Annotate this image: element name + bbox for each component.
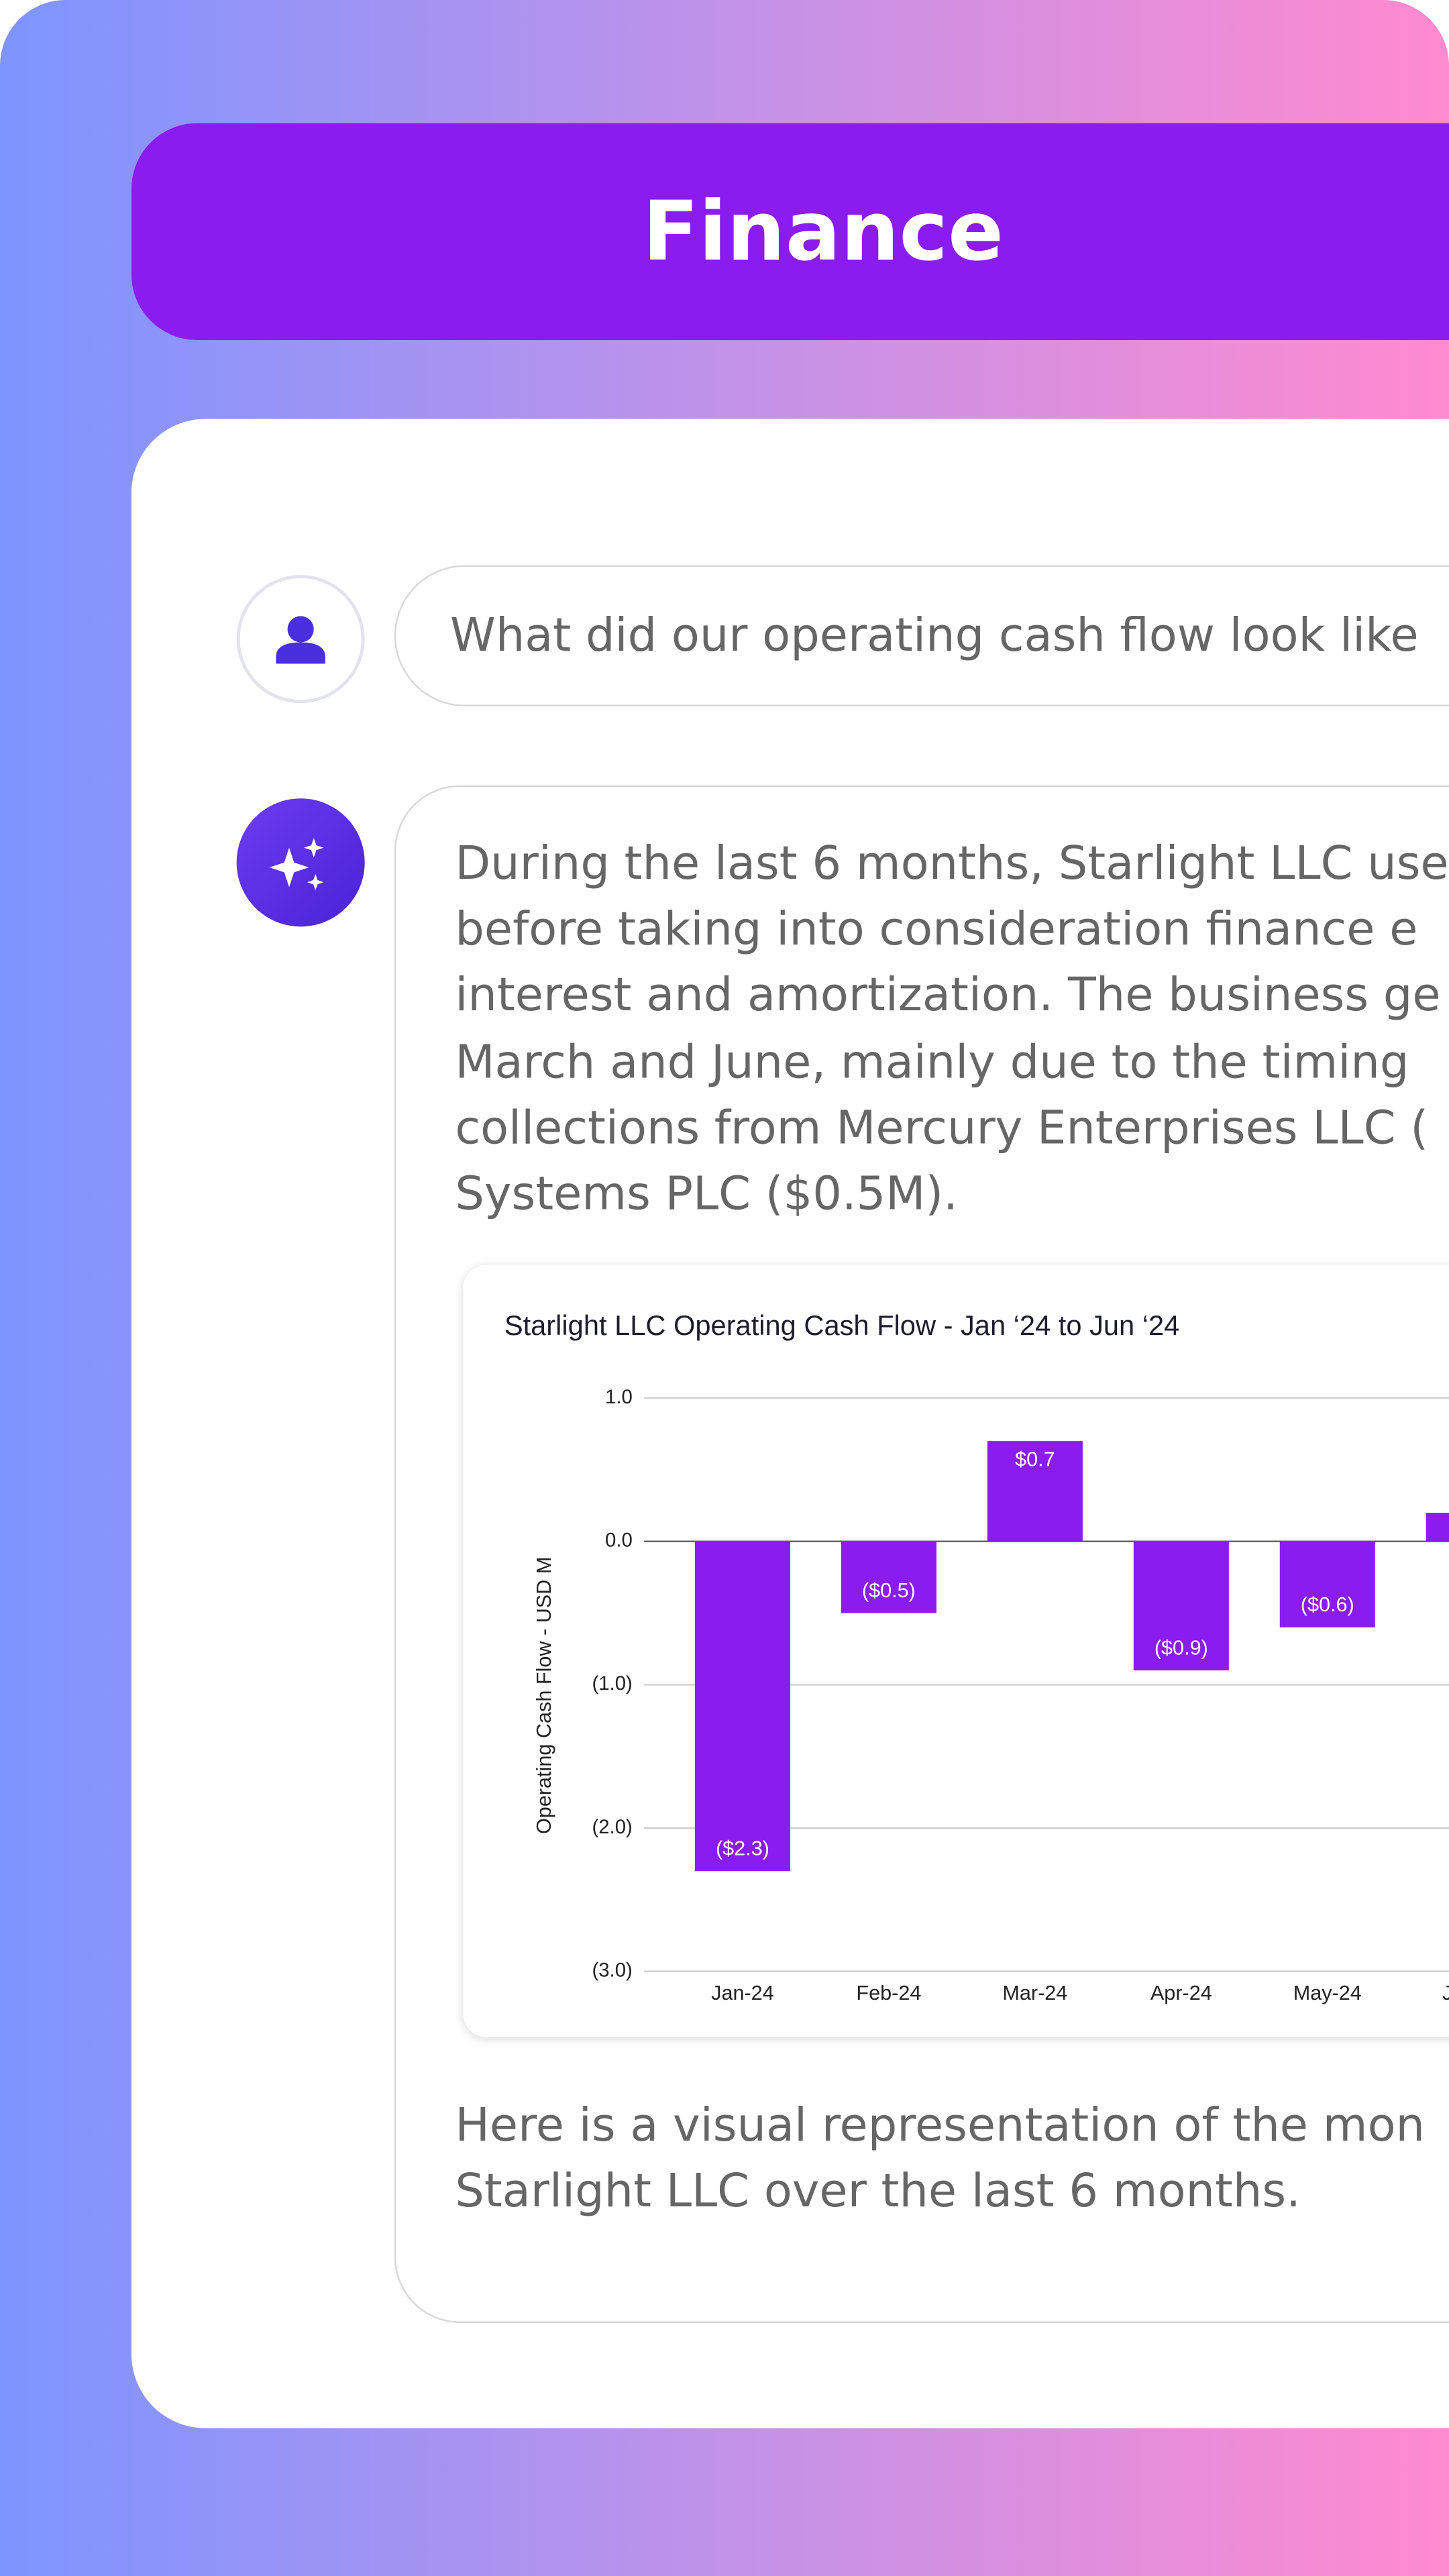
bar [841, 1541, 936, 1613]
text-line: Starlight LLC over the last 6 months. [455, 2163, 1301, 2218]
user-message-bubble [394, 565, 1449, 707]
data-label: ($0.5) [862, 1579, 916, 1602]
text-line: interest and amortization. The business … [455, 968, 1441, 1023]
x-tick-label: May-24 [1293, 1982, 1362, 2004]
y-axis-label: Operating Cash Flow - USD M [533, 1557, 555, 1834]
text-line: collections from Mercury Enterprises LLC… [455, 1100, 1429, 1155]
text-line: before taking into consideration finance… [455, 902, 1418, 957]
data-label: ($0.6) [1301, 1593, 1354, 1616]
x-tick-label: Feb-24 [856, 1982, 921, 2004]
x-tick-label: Jun-24 [1442, 1982, 1449, 2004]
bar [1133, 1541, 1229, 1671]
bar [694, 1541, 790, 1872]
header-title: Finance [642, 184, 1004, 280]
assistant-avatar [236, 798, 365, 927]
chart-card [463, 1265, 1449, 2037]
x-tick-label: Jan-24 [711, 1982, 774, 2004]
chart-title: Starlight LLC Operating Cash Flow - Jan … [504, 1309, 1179, 1341]
data-label: ($2.3) [716, 1837, 769, 1860]
text-line: During the last 6 months, Starlight LLC … [455, 836, 1449, 891]
bar [1426, 1513, 1449, 1542]
text-line: Here is a visual representation of the m… [455, 2098, 1425, 2153]
y-tick-label: (1.0) [592, 1672, 632, 1695]
assistant-message-bubble [394, 785, 1449, 2323]
user-avatar [236, 575, 365, 704]
bar [987, 1441, 1083, 1542]
user-message: What did our operating cash flow look li… [450, 608, 1419, 662]
bar [1279, 1541, 1375, 1627]
text-line: Systems PLC ($0.5M). [455, 1166, 958, 1221]
y-tick-label: (2.0) [592, 1816, 632, 1838]
data-label: ($0.9) [1155, 1636, 1208, 1659]
y-tick-label: 1.0 [605, 1386, 633, 1408]
x-tick-label: Mar-24 [1002, 1982, 1067, 2004]
text-line: March and June, mainly due to the timing [455, 1034, 1409, 1089]
y-tick-label: (3.0) [592, 1960, 632, 1982]
data-label: $0.7 [1015, 1448, 1055, 1471]
y-tick-label: 0.0 [605, 1529, 633, 1552]
header-bar: Finance [131, 123, 1449, 340]
x-tick-label: Apr-24 [1150, 1982, 1212, 2004]
